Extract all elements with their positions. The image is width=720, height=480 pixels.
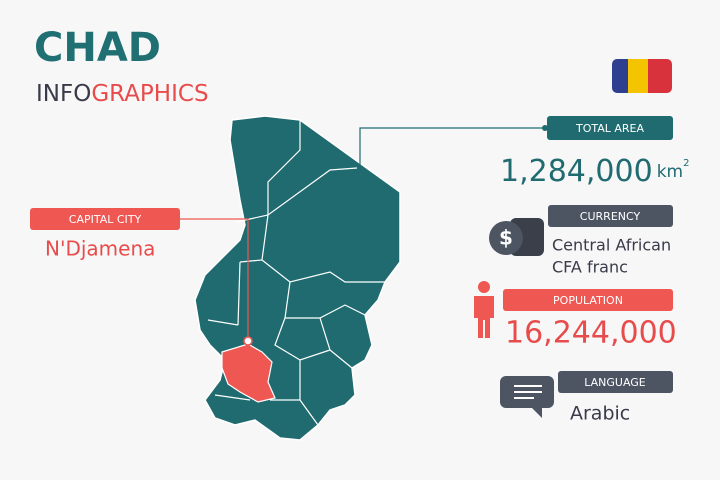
- icon-lines: [514, 385, 542, 399]
- label-box: [547, 116, 673, 140]
- label-box: [558, 371, 673, 393]
- province-borders: [207, 120, 385, 426]
- subtitle: INFOGRAPHICS: [36, 81, 209, 107]
- label-box: [30, 208, 180, 230]
- label: POPULATION: [553, 294, 623, 307]
- currency-line: CFA franc: [552, 258, 628, 277]
- capital-marker: [243, 336, 253, 346]
- subtitle-part: GRAPHICS: [91, 81, 208, 107]
- language-block: LANGUAGE Arabic: [500, 371, 673, 425]
- capital-region: [221, 343, 276, 403]
- unit: km: [657, 162, 683, 182]
- unit-exponent: 2: [683, 158, 689, 169]
- currency-block: $ CURRENCY Central African CFA franc: [489, 205, 673, 277]
- label: LANGUAGE: [584, 376, 646, 389]
- callout-line: [359, 127, 545, 172]
- total-area-callout: TOTAL AREA 1,284,000 km2: [359, 116, 689, 189]
- label-box: [548, 205, 673, 227]
- flag-stripe: [612, 59, 632, 93]
- capital-value: N'Djamena: [45, 237, 155, 261]
- callout-dot: [542, 125, 548, 131]
- population-value: 16,244,000: [505, 316, 677, 351]
- title: CHAD: [34, 25, 161, 71]
- icon-glyph: $: [499, 226, 513, 250]
- label-box: [503, 289, 673, 311]
- person-body: [474, 296, 494, 338]
- area-value: 1,284,000 km2: [500, 154, 689, 189]
- flag: [612, 59, 672, 93]
- language-value: Arabic: [570, 403, 630, 425]
- label: CURRENCY: [580, 210, 641, 223]
- label: TOTAL AREA: [575, 122, 645, 135]
- value: 1,284,000: [500, 154, 653, 189]
- population-block: POPULATION 16,244,000: [474, 281, 677, 351]
- coin-icon: [489, 221, 523, 255]
- subtitle-part: INFO: [36, 81, 91, 107]
- capital-callout: CAPITAL CITY N'Djamena: [30, 208, 253, 346]
- currency-line: Central African: [552, 236, 671, 255]
- map: [194, 115, 401, 441]
- person-head: [478, 281, 490, 293]
- label: CAPITAL CITY: [69, 213, 142, 226]
- flag-stripe: [648, 59, 656, 93]
- callout-line: [180, 218, 249, 338]
